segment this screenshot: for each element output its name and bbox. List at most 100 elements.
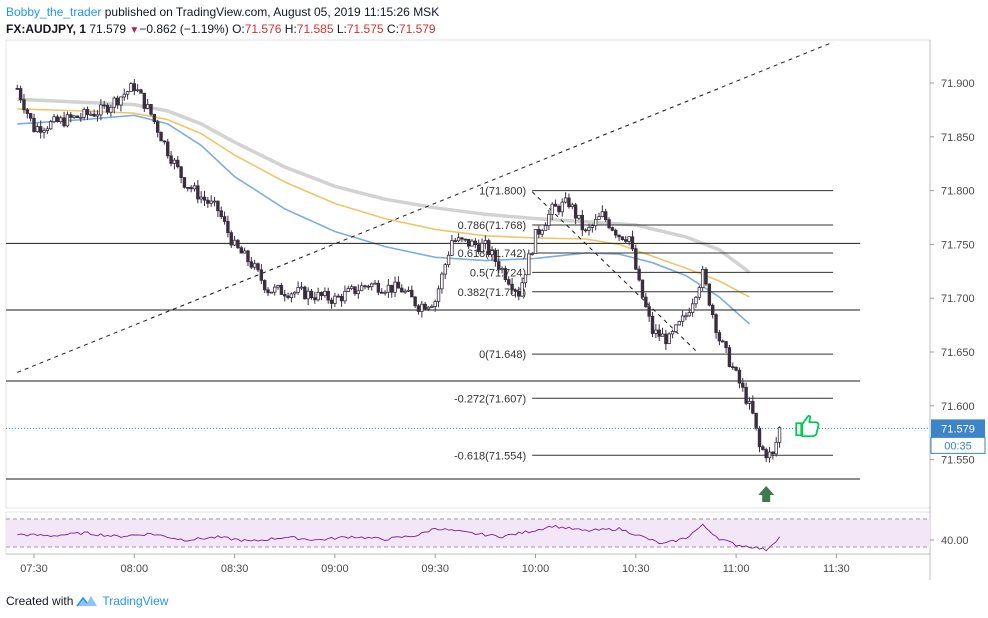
candle-body xyxy=(697,287,702,298)
candle-body xyxy=(156,121,160,133)
candle-body xyxy=(757,427,762,448)
candle-body xyxy=(383,291,387,294)
candle-body xyxy=(503,268,508,280)
candle-body xyxy=(630,236,635,250)
candle-body xyxy=(694,296,698,305)
candle-body xyxy=(587,226,591,231)
trendlines[interactable] xyxy=(17,41,834,373)
candle-body xyxy=(42,130,46,133)
candle-body xyxy=(443,264,447,275)
candle-body xyxy=(366,285,371,288)
candle-body xyxy=(79,116,83,119)
candle-body xyxy=(430,306,434,308)
symbol-label[interactable]: FX:AUDJPY, 1 xyxy=(6,22,87,36)
candle-body xyxy=(212,200,217,203)
candle-body xyxy=(687,312,691,317)
high-label: H: xyxy=(284,22,297,36)
footer: Created with TradingView xyxy=(6,592,168,610)
candle-body xyxy=(570,204,574,208)
candle-body xyxy=(600,211,605,218)
price-axis[interactable]: 71.900 71.850 71.800 71.750 71.700 71.650 71.6… xyxy=(6,78,986,467)
candle-body xyxy=(607,219,611,229)
candle-body xyxy=(186,186,190,189)
candle-body xyxy=(72,115,76,118)
candle-body xyxy=(550,203,554,215)
candle-body xyxy=(640,279,645,298)
low-label: L: xyxy=(336,22,347,36)
close-value: 71.579 xyxy=(398,22,436,36)
candle-body xyxy=(216,200,220,212)
candle-body xyxy=(343,291,347,302)
candle-body xyxy=(192,185,197,190)
thumb-hand xyxy=(801,414,820,438)
low-value: 71.575 xyxy=(346,22,384,36)
candle-body xyxy=(423,303,427,310)
candle-body xyxy=(333,295,337,304)
candle-body xyxy=(279,285,284,295)
candle-body xyxy=(115,97,120,106)
candle-body xyxy=(416,305,421,312)
candle-body xyxy=(92,113,96,117)
tradingview-link[interactable]: TradingView xyxy=(102,594,169,608)
price-tick-label: 71.800 xyxy=(941,186,975,198)
time-tick-label: 10:00 xyxy=(522,563,550,575)
candle-body xyxy=(674,324,678,332)
candle-body xyxy=(460,237,464,240)
candle-body xyxy=(313,297,317,301)
candle-body xyxy=(747,400,752,404)
created-with-label: Created with xyxy=(6,594,74,608)
candle-body xyxy=(353,286,357,294)
candle-body xyxy=(563,197,568,203)
fib-level-label: 0(71.648) xyxy=(479,349,526,361)
price-tick-label: 71.600 xyxy=(941,401,975,413)
candle-body xyxy=(677,321,681,326)
candle-body xyxy=(303,286,307,300)
candle-body xyxy=(704,268,708,285)
candle-body xyxy=(18,88,23,101)
rsi-band-fill xyxy=(6,519,930,547)
moving-averages xyxy=(17,97,751,325)
candle-body xyxy=(176,159,180,168)
candle-body xyxy=(393,281,397,293)
candle-body xyxy=(731,366,735,369)
candle-body xyxy=(105,104,110,113)
candle-body xyxy=(232,239,237,246)
candle-body xyxy=(593,219,598,226)
candle-body xyxy=(754,412,758,429)
candle-body xyxy=(537,228,541,235)
candle-body xyxy=(349,286,354,289)
candle-body xyxy=(560,201,564,213)
candle-body xyxy=(604,211,608,221)
candle-body xyxy=(553,203,558,207)
candle-body xyxy=(95,114,100,117)
candle-body xyxy=(456,237,461,242)
annotations xyxy=(758,414,820,503)
countdown-label: 00:35 xyxy=(944,440,972,452)
candle-body xyxy=(283,294,287,297)
candle-body xyxy=(226,220,230,234)
candle-body xyxy=(125,91,130,95)
candle-body xyxy=(764,449,768,459)
candle-body xyxy=(644,296,648,308)
tradingview-logo-icon xyxy=(76,594,98,608)
author-link[interactable]: Bobby_the_trader xyxy=(6,5,102,19)
time-axis[interactable]: 07:30 08:00 08:30 09:00 09:30 10:00 10:30 11:00… xyxy=(20,554,850,575)
candle-body xyxy=(426,306,431,310)
candle-body xyxy=(667,333,671,345)
trendline xyxy=(531,191,697,352)
candle-body xyxy=(196,185,200,200)
rsi-tick-label: 40.00 xyxy=(941,535,969,547)
candle-body xyxy=(380,291,384,294)
candle-body xyxy=(129,83,133,93)
candle-body xyxy=(440,273,444,290)
candle-body xyxy=(363,285,367,288)
candle-body xyxy=(527,253,531,276)
candle-body xyxy=(637,268,641,281)
price-tick-label: 71.750 xyxy=(941,239,975,251)
thumbs-up-icon xyxy=(795,414,820,438)
candle-body xyxy=(262,279,267,291)
candle-body xyxy=(172,159,177,164)
candle-body xyxy=(152,113,157,123)
current-price-label: 71.579 xyxy=(941,423,975,435)
